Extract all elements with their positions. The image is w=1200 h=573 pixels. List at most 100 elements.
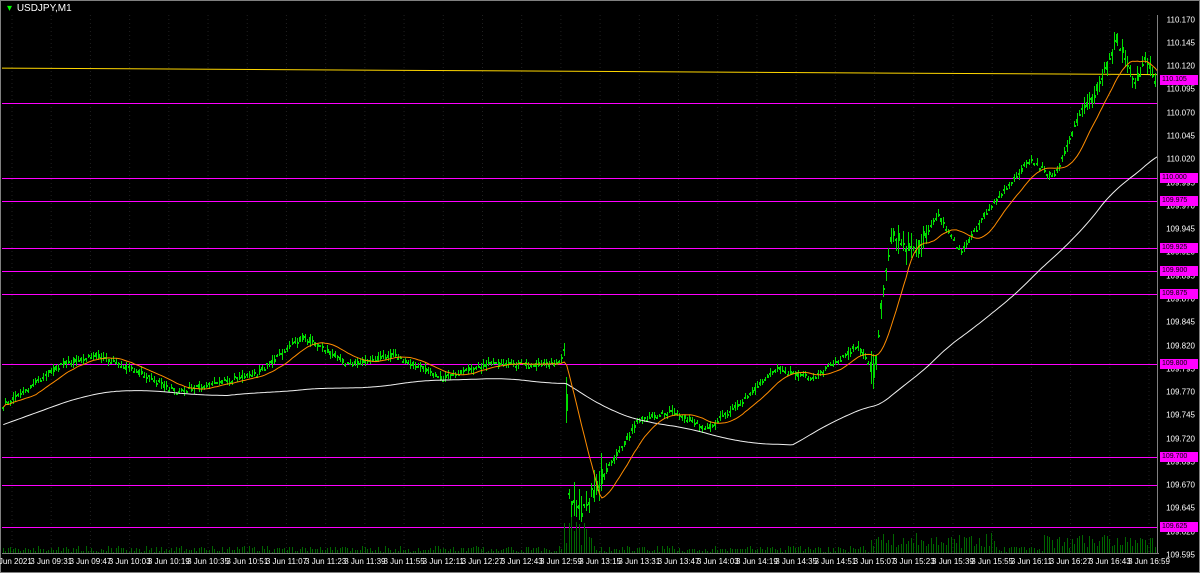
candle-body xyxy=(1099,81,1101,84)
time-label: 3 Jun 10:03 xyxy=(109,557,151,566)
time-label: 3 Jun 11:55 xyxy=(383,557,424,566)
price-level-tag: 110.000 xyxy=(1160,173,1198,183)
candle-body xyxy=(629,436,631,438)
candle-body xyxy=(873,364,875,378)
time-label: 3 Jun 16:27 xyxy=(1050,557,1092,566)
candle-body xyxy=(1111,52,1113,56)
candle-body xyxy=(578,505,580,509)
time-label: 3 Jun 09:31 xyxy=(30,557,72,566)
candle-body xyxy=(606,468,608,472)
price-label: 109.770 xyxy=(1166,388,1195,397)
candle-body xyxy=(918,240,920,253)
candle-body xyxy=(156,383,158,385)
candle-body xyxy=(1016,176,1018,178)
price-label: 110.045 xyxy=(1167,132,1195,141)
candle-body xyxy=(996,199,998,202)
time-label: 3 Jun 13:47 xyxy=(658,557,700,566)
price-label: 110.170 xyxy=(1167,15,1195,24)
candle-body xyxy=(286,348,288,350)
time-label: 3 Jun 16:43 xyxy=(1089,557,1131,566)
vertical-grid xyxy=(2,15,1159,555)
candle-body xyxy=(1116,34,1118,43)
candle-body xyxy=(581,513,583,517)
time-label: 3 Jun 14:03 xyxy=(697,557,739,566)
candle-body xyxy=(1101,78,1103,80)
price-label: 110.120 xyxy=(1167,62,1195,71)
chart-area[interactable] xyxy=(2,15,1159,555)
candle-body xyxy=(359,363,361,365)
price-label: 110.095 xyxy=(1167,85,1195,94)
candle-body xyxy=(747,396,749,398)
time-label: 3 Jun 14:35 xyxy=(775,557,817,566)
candle-body xyxy=(624,441,626,445)
price-level-tag: 109.700 xyxy=(1160,452,1198,462)
price-label: 110.070 xyxy=(1167,108,1195,117)
candle-body xyxy=(611,461,613,463)
candle-body xyxy=(563,349,565,351)
candle-body xyxy=(1056,169,1058,171)
candle-body xyxy=(953,239,955,241)
candle-body xyxy=(588,502,590,506)
price-label: 110.020 xyxy=(1167,155,1195,164)
candle-body xyxy=(943,222,945,224)
candle-body xyxy=(613,457,615,461)
candle-body xyxy=(885,270,887,272)
time-label: 3 Jun 10:19 xyxy=(148,557,190,566)
candle-body xyxy=(832,364,834,366)
candle-body xyxy=(1144,57,1146,59)
candle-body xyxy=(186,391,188,393)
candle-body xyxy=(1154,81,1156,84)
candle-body xyxy=(131,367,133,370)
time-label: 3 Jun 12:43 xyxy=(501,557,543,566)
price-label: 109.945 xyxy=(1166,225,1195,234)
time-label: 3 Jun 11:39 xyxy=(344,557,385,566)
price-level-tag: 109.925 xyxy=(1160,243,1198,253)
candle-body xyxy=(1122,47,1124,53)
candle-wick xyxy=(1082,104,1083,117)
candle-body xyxy=(556,362,558,365)
candle-body xyxy=(898,233,900,241)
candle-body xyxy=(254,372,256,374)
candle-body xyxy=(1081,108,1083,110)
time-label: 3 Jun 13:31 xyxy=(618,557,660,566)
candle-body xyxy=(933,220,935,222)
candle-body xyxy=(875,356,877,365)
candle-body xyxy=(935,218,937,220)
candle-body xyxy=(646,420,648,422)
candle-body xyxy=(631,428,633,431)
time-label: 3 Jun 10:51 xyxy=(226,557,268,566)
candle-body xyxy=(1134,82,1136,84)
price-label: 109.670 xyxy=(1166,481,1195,490)
candle-body xyxy=(1132,78,1134,80)
candle-body xyxy=(40,380,42,382)
candle-body xyxy=(12,397,14,400)
candle-body xyxy=(244,376,246,378)
time-label: 3 Jun 11:07 xyxy=(266,557,307,566)
candle-wick xyxy=(1089,92,1090,109)
candle-body xyxy=(1018,173,1020,175)
price-label: 109.645 xyxy=(1166,504,1195,513)
candle-body xyxy=(857,346,859,348)
horizontal-level-line xyxy=(2,485,1159,486)
time-label: 3 Jun 15:55 xyxy=(971,557,1013,566)
candle-body xyxy=(1074,125,1076,127)
price-label: 110.145 xyxy=(1167,38,1195,47)
candle-body xyxy=(961,251,963,253)
candle-body xyxy=(639,420,641,422)
candle-body xyxy=(1041,166,1043,168)
chart-window: ▾ USDJPY,M1 109.595109.620109.645109.670… xyxy=(0,0,1200,573)
candle-body xyxy=(616,452,618,457)
volume-bar xyxy=(883,534,884,555)
volume-bar xyxy=(576,522,577,555)
candle-body xyxy=(764,379,766,381)
candle-body xyxy=(146,377,148,379)
price-level-tag: 110.105 xyxy=(1160,75,1198,85)
price-level-tag: 109.900 xyxy=(1160,266,1198,276)
candle-body xyxy=(141,371,143,374)
candle-body xyxy=(893,231,895,236)
time-label: 3 Jun 12:59 xyxy=(540,557,582,566)
candle-body xyxy=(988,209,990,211)
candle-body xyxy=(742,402,744,404)
candle-body xyxy=(1124,58,1126,60)
candle-body xyxy=(264,369,266,371)
